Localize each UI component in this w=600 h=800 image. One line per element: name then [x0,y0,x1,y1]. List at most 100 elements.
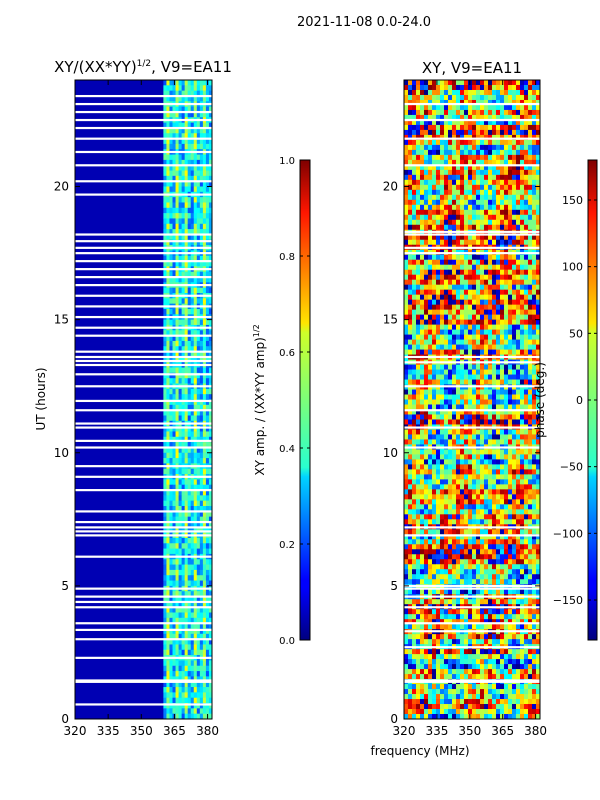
amplitude-cell [205,596,210,603]
amplitude-cell [169,442,173,448]
amplitude-cell [190,484,195,491]
phase-cell [464,89,469,96]
phase-cell [524,204,529,211]
phase-cell [492,194,497,201]
phase-cell [412,319,417,326]
phase-cell [480,414,485,420]
phase-cell [508,169,513,176]
phase-cell [516,169,521,176]
phase-cell [444,149,449,156]
phase-cell [492,239,497,246]
amplitude-cell [199,660,204,667]
phase-cell [460,509,465,515]
amplitude-cell [208,95,213,102]
phase-cell [440,504,445,510]
phase-cell [476,164,481,171]
amplitude-cell [175,415,179,422]
amplitude-cell [208,85,213,92]
phase-cell [504,484,509,490]
amplitude-cell [166,537,170,544]
phase-cell [524,159,529,166]
phase-cell [500,374,505,380]
amplitude-cell [199,452,204,459]
phase-cell [468,274,473,281]
amplitude-cell [163,676,167,683]
phase-cell [524,279,529,286]
phase-cell [416,129,421,136]
amplitude-ytick-label: 15 [54,313,69,327]
amplitude-cell [166,330,170,336]
phase-cell [440,254,445,261]
amplitude-cell [193,394,198,400]
amplitude-cell [187,511,192,518]
amplitude-cell [163,404,167,411]
amplitude-flag-stripe [75,150,212,154]
amplitude-cell [184,548,189,555]
amplitude-cell [181,537,186,544]
amplitude-cell [205,490,210,496]
phase-cell [488,159,493,166]
amplitude-cell [184,335,189,342]
phase-cell [456,494,461,500]
amplitude-cell [175,708,179,715]
amplitude-cell [199,697,204,704]
phase-cell [420,474,425,480]
phase-cell [496,464,501,470]
amplitude-cell [190,346,195,352]
phase-cell [408,139,413,146]
amplitude-cell [169,277,173,283]
phase-cell [468,434,473,440]
amplitude-cell [196,591,201,597]
amplitude-cell [199,495,204,502]
amplitude-cell [208,175,213,182]
phase-cell [528,179,533,186]
phase-cell [508,464,513,470]
amplitude-cell [196,575,201,581]
phase-cell [488,199,493,206]
amplitude-cell [199,106,204,113]
phase-cell [528,419,533,425]
phase-cell [472,84,477,91]
amplitude-cell [166,452,170,459]
phase-cell [468,339,473,345]
phase-cell [500,419,505,425]
phase-cell [412,284,417,291]
phase-cell [436,114,441,121]
phase-cell [500,129,505,136]
amplitude-cell [175,687,179,693]
amplitude-cell [205,633,210,640]
phase-cell [480,489,485,495]
phase-cell [460,329,465,335]
amplitude-cell [193,575,198,581]
phase-cell [424,94,429,101]
amplitude-cell [163,138,167,145]
amplitude-cell [208,223,213,230]
phase-cell [428,314,433,321]
amplitude-cell [169,628,173,635]
amplitude-cell [199,261,204,267]
amplitude-cell [202,479,207,486]
phase-cell [428,129,433,136]
phase-cell [508,274,513,281]
phase-cell [452,294,457,301]
amplitude-cell [205,239,210,246]
phase-cell [536,259,541,266]
phase-cell [520,344,525,350]
phase-cell [472,154,477,161]
amplitude-cell [187,559,192,565]
phase-cell [420,334,425,340]
phase-cell [404,289,409,296]
phase-cell [444,189,449,196]
phase-cell [452,494,457,500]
phase-cell [432,324,437,331]
phase-cell [404,144,409,151]
amplitude-cell [181,697,186,704]
phase-cell [412,139,417,146]
phase-cell [476,199,481,206]
phase-cell [516,309,521,316]
phase-cell [500,204,505,211]
phase-cell [488,454,493,460]
amplitude-cell [163,133,167,139]
amplitude-cell [193,649,198,656]
